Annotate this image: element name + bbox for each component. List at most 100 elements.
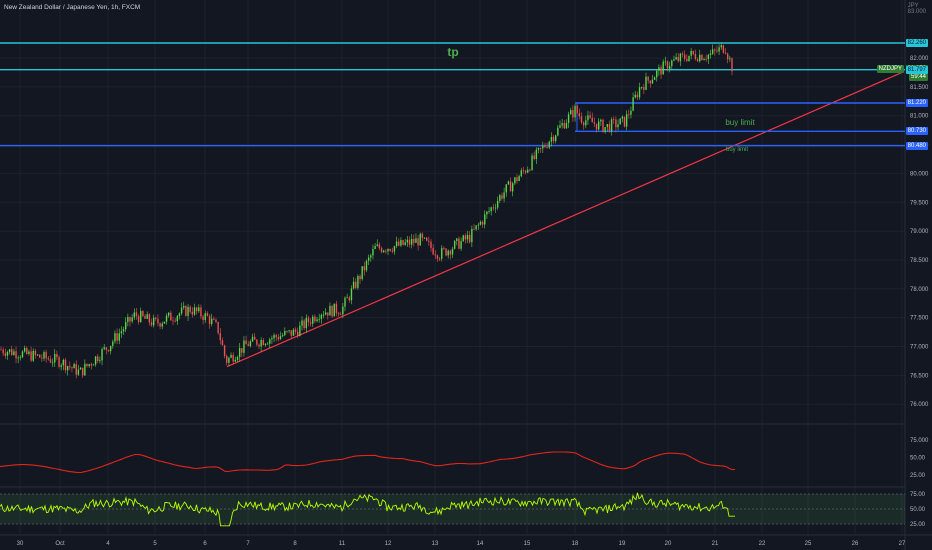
candle-body bbox=[533, 155, 535, 159]
candle-body bbox=[574, 105, 576, 118]
trendline-group[interactable] bbox=[226, 71, 903, 368]
candle-body bbox=[531, 155, 533, 171]
candle-body bbox=[221, 340, 224, 346]
candle-body bbox=[453, 240, 456, 249]
candle-body bbox=[636, 94, 639, 98]
candle-body bbox=[658, 67, 660, 71]
price-tick-label: 76.000 bbox=[910, 402, 929, 408]
candle-body bbox=[436, 255, 439, 259]
candle-body bbox=[92, 364, 95, 366]
candle-body bbox=[58, 357, 60, 367]
candle-body bbox=[582, 122, 585, 126]
candle-body bbox=[359, 276, 361, 280]
candle-body bbox=[383, 250, 385, 253]
candle-body bbox=[271, 338, 273, 340]
candle-body bbox=[466, 234, 469, 240]
candle-body bbox=[707, 54, 710, 60]
price-tick-label: 77.000 bbox=[910, 345, 929, 351]
time-tick-label: 26 bbox=[852, 541, 859, 547]
candle-body bbox=[47, 358, 49, 360]
candle-body bbox=[372, 248, 374, 256]
time-tick-label: 22 bbox=[759, 541, 766, 547]
candle-body bbox=[176, 316, 178, 322]
candle-body bbox=[645, 76, 647, 90]
candle-body bbox=[90, 364, 92, 366]
candle-body bbox=[522, 170, 525, 172]
candle-body bbox=[189, 306, 191, 312]
candle-body bbox=[486, 211, 488, 215]
candle-body bbox=[668, 66, 671, 69]
candle-body bbox=[247, 344, 249, 346]
candle-body bbox=[434, 254, 436, 256]
candle-body bbox=[262, 339, 264, 346]
candle-body bbox=[41, 357, 43, 359]
candle-body bbox=[432, 248, 434, 255]
candle-body bbox=[363, 266, 366, 271]
candle-body bbox=[273, 335, 275, 339]
candle-body bbox=[155, 317, 157, 319]
candle-body bbox=[243, 340, 245, 353]
candle-body bbox=[204, 313, 206, 321]
candle-body bbox=[367, 257, 370, 261]
candle-body bbox=[516, 177, 518, 181]
candle-body bbox=[299, 325, 301, 337]
candle-body bbox=[408, 239, 411, 245]
candle-body bbox=[294, 329, 297, 332]
candle-body bbox=[148, 314, 151, 323]
candle-body bbox=[524, 170, 527, 173]
candle-body bbox=[159, 323, 161, 327]
price-badge-buy-limit-1: 81.220 bbox=[905, 99, 928, 107]
candle-body bbox=[625, 114, 628, 127]
candle-body bbox=[630, 110, 632, 115]
candle-body bbox=[84, 363, 86, 376]
candle-body bbox=[387, 248, 389, 252]
candle-body bbox=[419, 233, 421, 246]
candle-body bbox=[251, 336, 254, 342]
price-badge-support: 80.480 bbox=[905, 141, 928, 150]
candle-body bbox=[563, 123, 565, 129]
candle-body bbox=[277, 337, 280, 340]
candle-body bbox=[546, 147, 548, 148]
rsi-line bbox=[0, 492, 735, 527]
candle-body bbox=[417, 238, 419, 246]
candle-body bbox=[234, 359, 237, 362]
candle-body bbox=[191, 311, 194, 315]
candle-body bbox=[340, 314, 342, 316]
candle-body bbox=[135, 312, 138, 317]
candle-body bbox=[696, 59, 699, 62]
candle-body bbox=[88, 364, 90, 367]
candle-body bbox=[183, 305, 185, 308]
candle-body bbox=[241, 348, 243, 353]
candle-body bbox=[228, 357, 230, 363]
candle-body bbox=[512, 183, 514, 192]
price-badge-symbol: NZDJPY bbox=[876, 65, 904, 73]
candle-body bbox=[256, 339, 258, 345]
oscillator-tick-label: 75.000 bbox=[910, 438, 929, 444]
candle-body bbox=[21, 351, 24, 358]
candle-body bbox=[180, 307, 183, 314]
candle-body bbox=[722, 45, 725, 53]
trendline[interactable] bbox=[226, 71, 903, 368]
candle-body bbox=[501, 195, 503, 199]
candle-body bbox=[537, 147, 540, 150]
candle-body bbox=[613, 119, 615, 121]
candle-body bbox=[585, 120, 587, 126]
candle-body bbox=[112, 341, 114, 346]
candle-body bbox=[236, 357, 239, 360]
candle-body bbox=[509, 181, 512, 192]
candle-body bbox=[507, 181, 510, 185]
candle-body bbox=[617, 124, 619, 128]
horizontal-levels[interactable] bbox=[0, 42, 905, 147]
candle-body bbox=[600, 119, 602, 122]
top-axis-value: 83.000 bbox=[907, 9, 926, 15]
candle-body bbox=[400, 240, 402, 246]
candle-body bbox=[185, 305, 187, 316]
candle-body bbox=[692, 50, 694, 54]
candle-body bbox=[125, 322, 127, 330]
candle-body bbox=[290, 330, 292, 336]
candle-body bbox=[718, 47, 720, 52]
candle-body bbox=[34, 350, 37, 355]
candle-body bbox=[107, 349, 110, 352]
